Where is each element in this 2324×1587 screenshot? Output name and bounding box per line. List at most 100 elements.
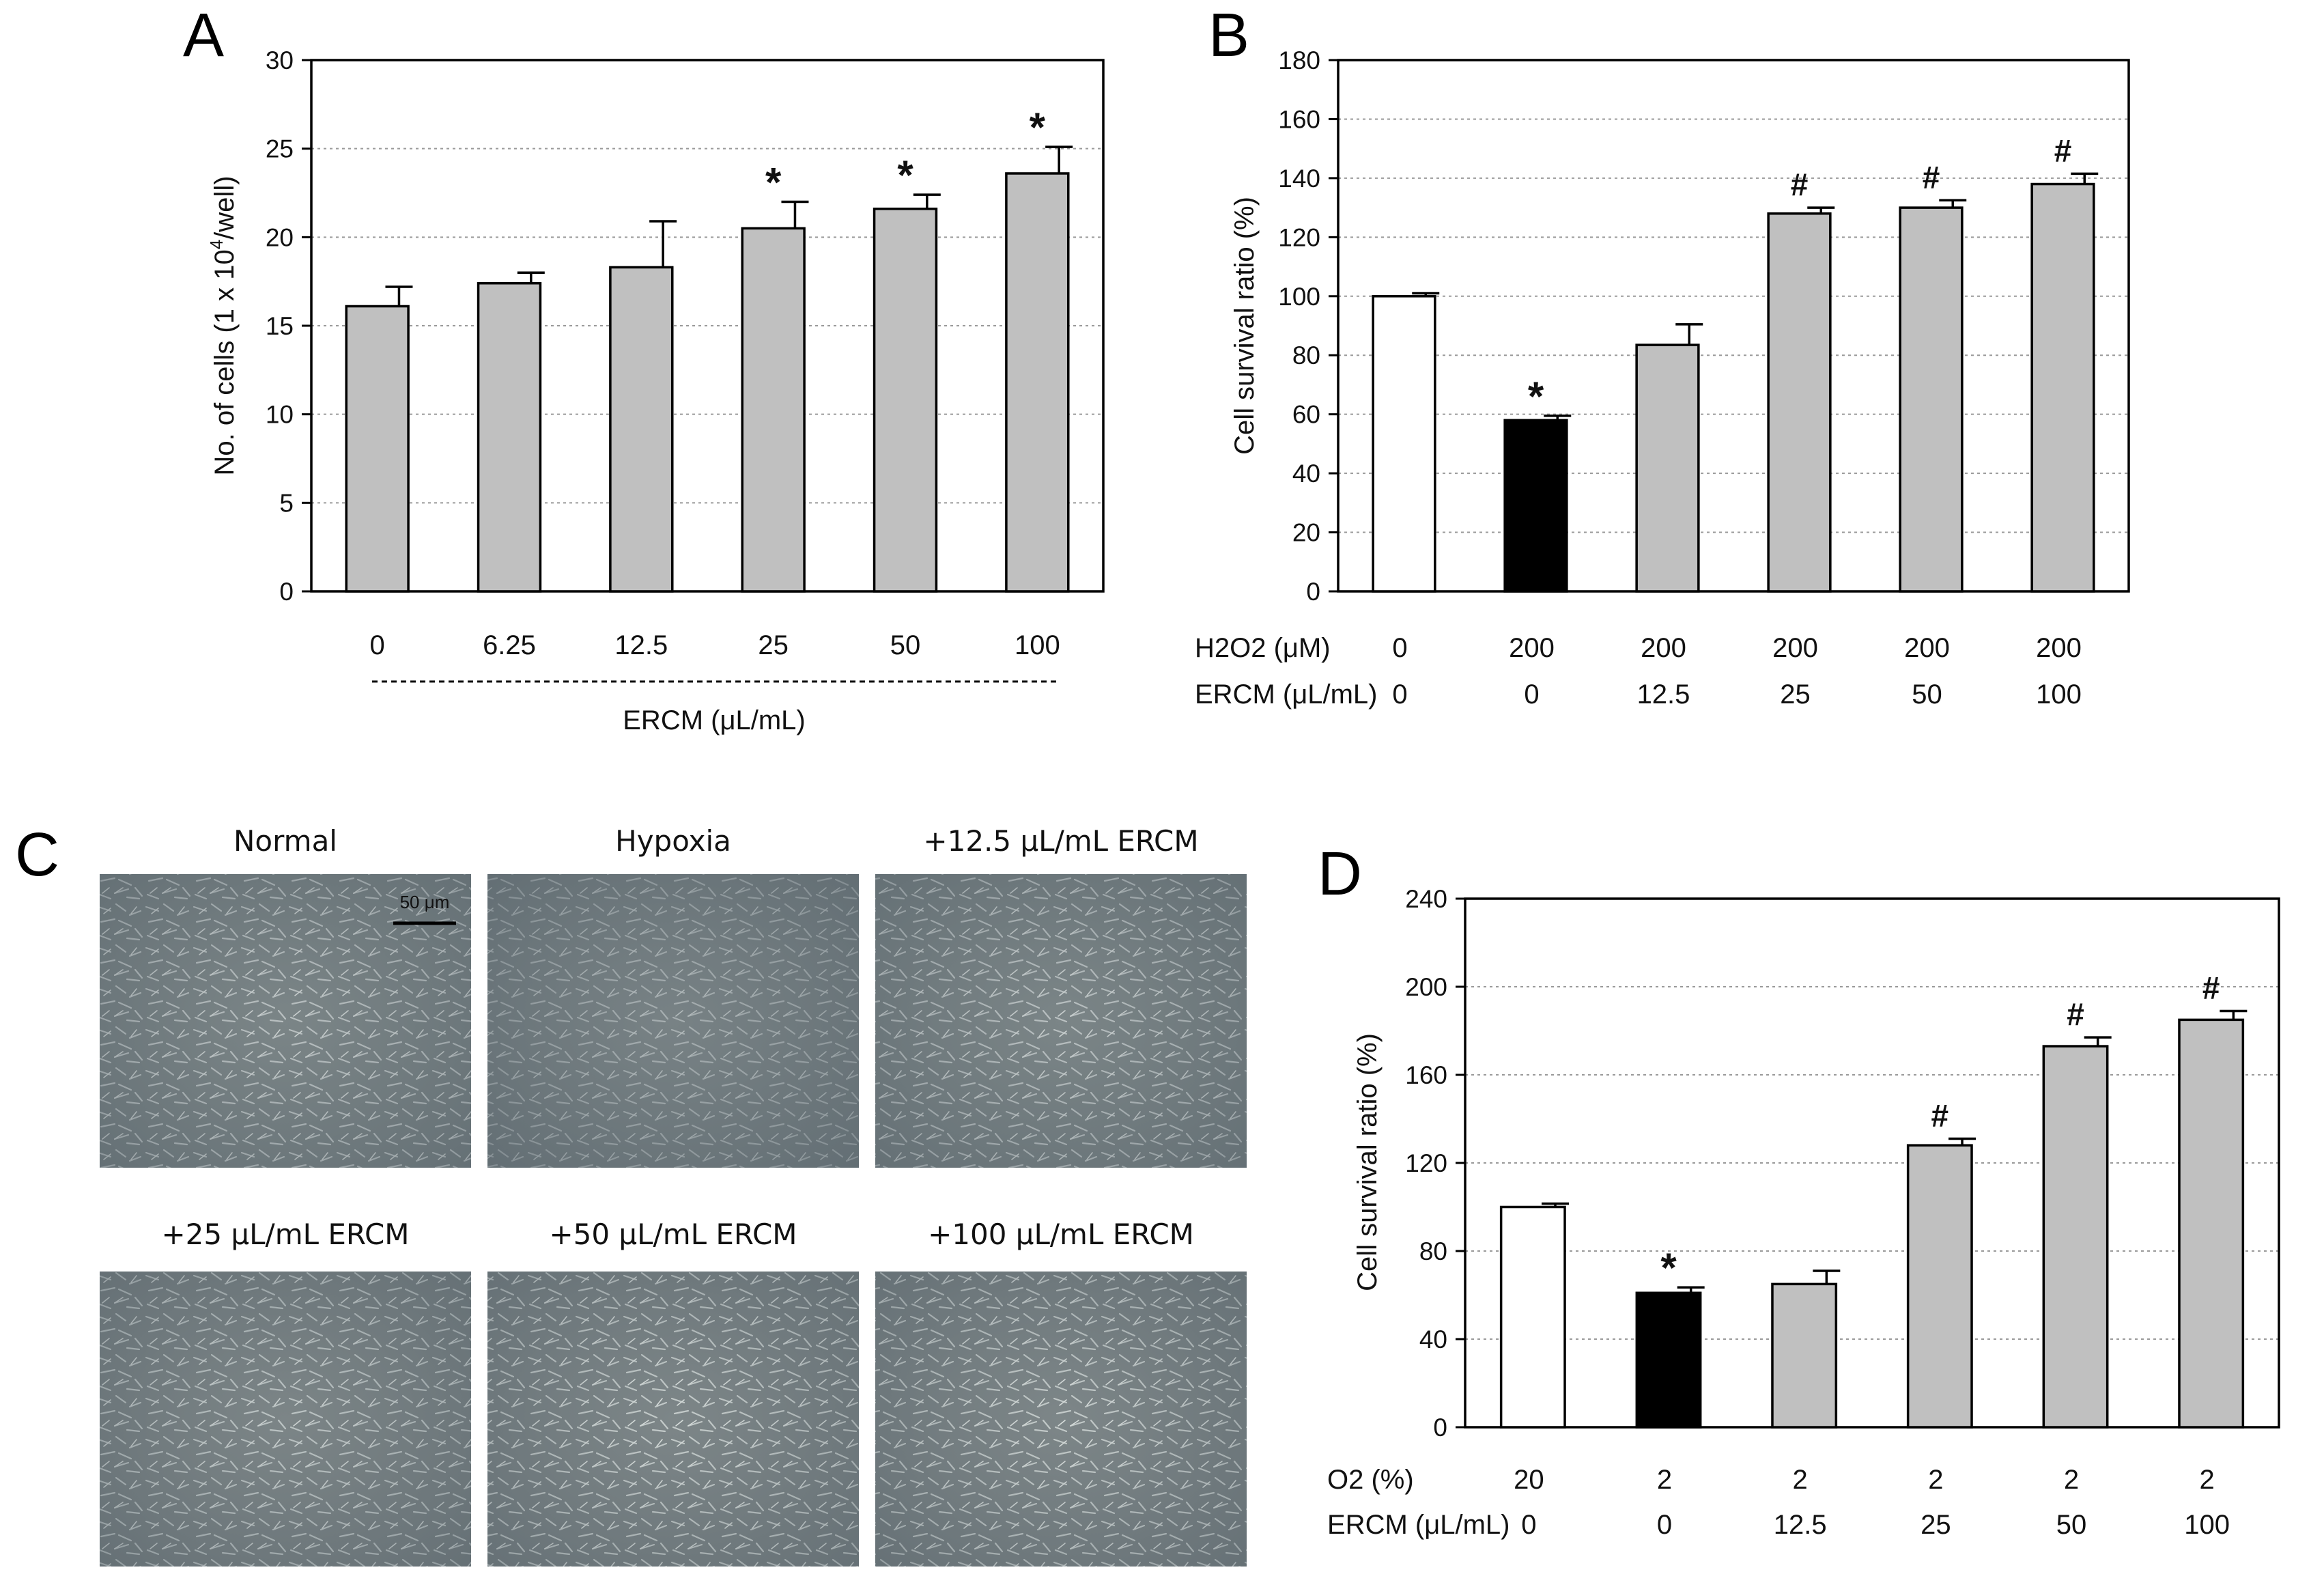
chart-a-category-label: 100 [1015, 630, 1060, 660]
chart-d-plot-frame [1464, 897, 2280, 1429]
chart-d-row-value: 2 [1657, 1465, 1672, 1495]
chart-a-bar [741, 227, 806, 593]
micrograph-shading [487, 874, 859, 1168]
micrograph: +50 μL/mL ERCM [487, 1218, 859, 1567]
chart-d-row-value: 0 [1521, 1510, 1536, 1540]
chart-b-row-value: 100 [2036, 679, 2082, 710]
micrograph: +100 μL/mL ERCM [875, 1218, 1247, 1567]
chart-d-row-value: 0 [1657, 1510, 1672, 1540]
chart-d-ytick-label: 40 [1419, 1325, 1447, 1353]
chart-b-row-value: 0 [1392, 679, 1407, 710]
chart-a-ytick-label: 0 [279, 578, 294, 606]
chart-b-row-value: 200 [2036, 633, 2082, 663]
scale-bar-label: 50 μm [400, 892, 450, 912]
chart-d-row-label: O2 (%) [1327, 1465, 1414, 1495]
chart-a-ytick-label: 25 [266, 135, 294, 163]
chart-d-row-value: 25 [1921, 1510, 1951, 1540]
chart-b-plot-frame [1337, 59, 2130, 593]
micrograph-shading [487, 1272, 859, 1567]
chart-a-plot-frame [310, 59, 1105, 593]
chart-b-bar [1372, 295, 1436, 593]
chart-d-ytick-label: 160 [1405, 1061, 1447, 1089]
chart-b-bar [1635, 343, 1700, 593]
panel-label-b: B [1208, 1, 1249, 70]
micrograph-shading [100, 1272, 471, 1567]
chart-a-category-label: 6.25 [483, 630, 536, 660]
chart-d-ytick-label: 0 [1433, 1414, 1447, 1442]
chart-d-bar [1771, 1282, 1838, 1429]
chart-a-category-label: 0 [370, 630, 385, 660]
chart-b-row-label: H2O2 (μM) [1195, 633, 1331, 663]
micrograph: +25 μL/mL ERCM [100, 1218, 471, 1567]
chart-d-significance-mark: # [2067, 996, 2084, 1032]
micrograph: +12.5 μL/mL ERCM [875, 824, 1247, 1168]
chart-d-significance-mark: # [2202, 970, 2220, 1005]
chart-a-bar [609, 266, 674, 593]
chart-b-significance-mark: # [2054, 132, 2072, 168]
micrograph-shading [875, 874, 1247, 1168]
chart-d-row-label: ERCM (μL/mL) [1327, 1510, 1510, 1540]
chart-b-ytick-label: 160 [1278, 105, 1320, 133]
chart-b-ytick-label: 120 [1278, 223, 1320, 251]
chart-d-bar [2178, 1018, 2245, 1429]
chart-b-ytick-label: 100 [1278, 283, 1320, 311]
chart-d-row-value: 2 [2200, 1465, 2215, 1495]
micrograph-title: +100 μL/mL ERCM [928, 1218, 1194, 1251]
chart-b-significance-mark: # [1923, 159, 1940, 195]
panel-label-a: A [183, 1, 224, 70]
chart-a-ytick-label: 15 [266, 312, 294, 340]
chart-d-significance-mark: # [1931, 1098, 1949, 1134]
chart-b-row-value: 50 [1912, 679, 1942, 710]
chart-b-bar [2030, 182, 2095, 593]
micrograph: Hypoxia [487, 824, 859, 1168]
chart-b-row-value: 200 [1509, 633, 1555, 663]
chart-d-row-value: 2 [1793, 1465, 1808, 1495]
chart-b-significance-mark: * [1528, 374, 1544, 419]
chart-a-significance-mark: * [765, 159, 782, 205]
chart-a-bar [345, 305, 410, 593]
chart-b-ytick-label: 40 [1292, 460, 1320, 488]
chart-b-ytick-label: 0 [1306, 578, 1320, 606]
micrograph-shading [875, 1272, 1247, 1567]
chart-d-row-value: 50 [2056, 1510, 2087, 1540]
chart-a-category-label: 50 [890, 630, 921, 660]
chart-d-ylabel: Cell survival ratio (%) [1352, 1033, 1383, 1291]
chart-a-ytick-label: 5 [279, 489, 294, 517]
chart-d-row-value: 2 [1928, 1465, 1943, 1495]
chart-d-row-value: 100 [2184, 1510, 2230, 1540]
chart-d-ytick-label: 240 [1405, 885, 1447, 913]
chart-a-ytick-label: 20 [266, 223, 294, 251]
chart-b-ytick-label: 20 [1292, 519, 1320, 547]
chart-d-row-value: 2 [2064, 1465, 2079, 1495]
chart-d-bar [2042, 1045, 2109, 1429]
chart-b-bar [1767, 212, 1832, 593]
micrograph-title: +50 μL/mL ERCM [549, 1218, 797, 1251]
chart-d-ytick-label: 200 [1405, 973, 1447, 1001]
chart-d-bar [1499, 1205, 1566, 1429]
chart-b-row-value: 200 [1772, 633, 1818, 663]
chart-a-category-label: 25 [758, 630, 789, 660]
chart-b-row-value: 25 [1780, 679, 1811, 710]
chart-d-ytick-label: 80 [1419, 1237, 1447, 1265]
micrograph-grid: Normal Hypoxia +12.5 μL/mL ERCM +25 μL/mL E… [100, 824, 1247, 1567]
chart-b-row-value: 200 [1641, 633, 1686, 663]
chart-a-bar [1005, 172, 1070, 593]
micrograph-title: Hypoxia [615, 824, 731, 858]
chart-b-ytick-label: 60 [1292, 401, 1320, 429]
chart-b-ytick-label: 80 [1292, 341, 1320, 369]
chart-b-row-value: 200 [1904, 633, 1950, 663]
chart-a-bar [477, 282, 542, 593]
chart-b-ytick-label: 140 [1278, 165, 1320, 193]
chart-d-bar [1906, 1144, 1973, 1429]
chart-b-significance-mark: # [1791, 167, 1809, 202]
chart-a: 0 5 10 15 20 25 30 * * * 0 6.25 12.5 25 50 100 ERCM (μL/… [206, 46, 1105, 735]
chart-d-ytick-label: 120 [1405, 1149, 1447, 1177]
chart-b-row-value: 12.5 [1637, 679, 1690, 710]
chart-b-bar [1899, 206, 1964, 593]
chart-a-ytick-label: 30 [266, 46, 294, 74]
chart-b-row-value: 0 [1524, 679, 1539, 710]
micrograph-title: +12.5 μL/mL ERCM [923, 824, 1198, 858]
chart-a-ylabel: No. of cells (1 x 104/well) [206, 175, 240, 475]
panel-label-d: D [1318, 840, 1362, 908]
